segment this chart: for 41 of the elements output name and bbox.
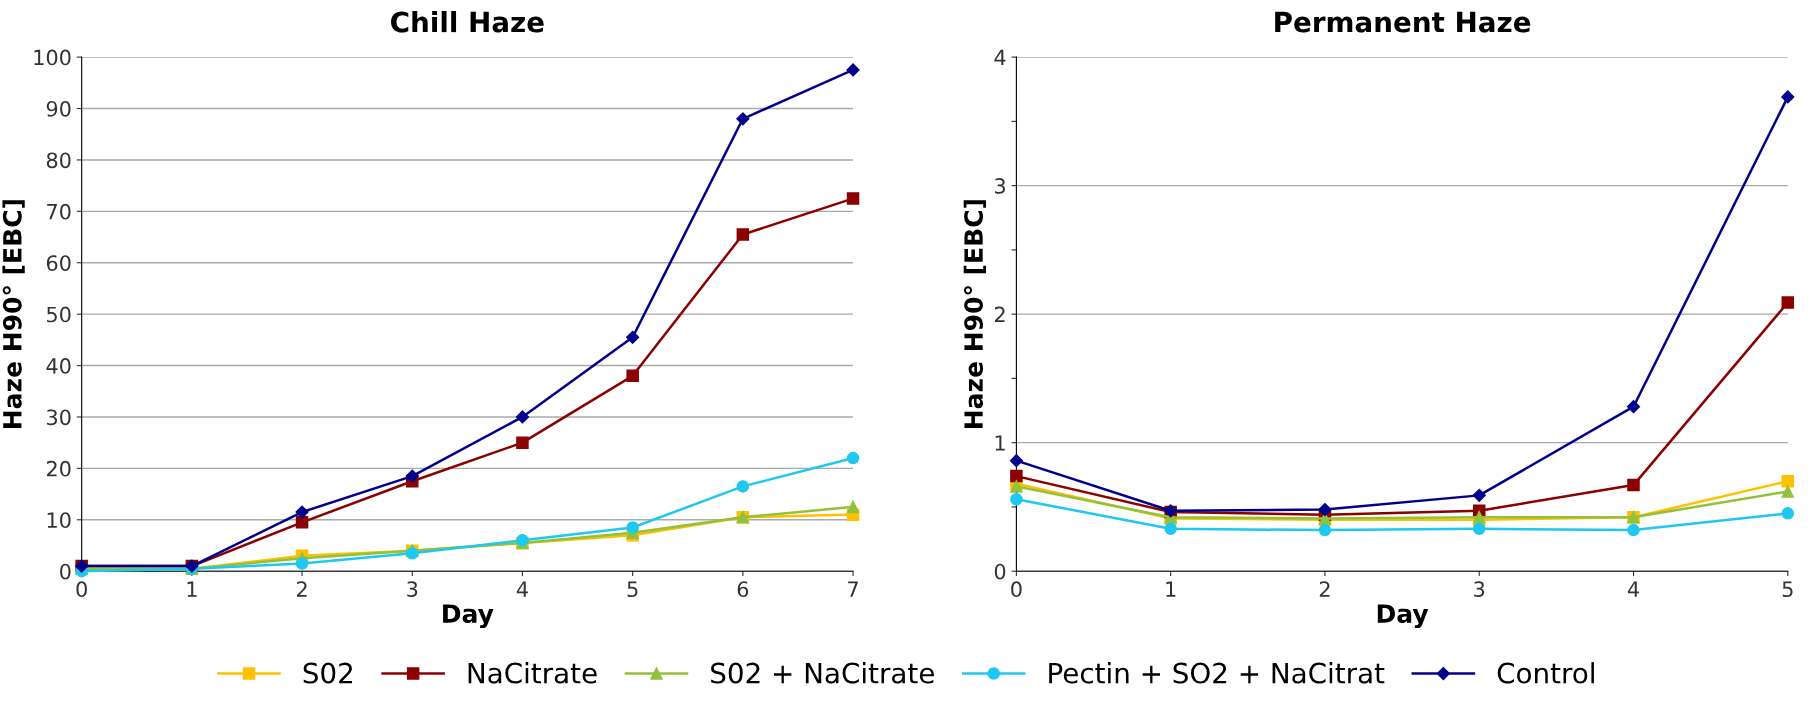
x-axis-title: Day (1377, 604, 1429, 629)
y-tick-label: 3 (995, 178, 1006, 194)
x-tick-label: 3 (407, 581, 418, 598)
y-tick-label: 10 (47, 512, 71, 528)
x-tick-label: 1 (187, 581, 197, 597)
y-tick-label: 4 (994, 49, 1006, 66)
x-tick-label: 6 (737, 581, 749, 598)
y-tick-label: 50 (47, 306, 71, 323)
y-tick-label: 0 (994, 563, 1006, 580)
legend-label: Pectin + SO2 + NaCitrat (1049, 662, 1385, 684)
x-tick-label: 3 (1474, 581, 1485, 598)
x-tick-label: 0 (1011, 581, 1022, 598)
y-tick-label: 1 (995, 435, 1005, 451)
y-tick-label: 70 (47, 203, 71, 220)
y-tick-label: 2 (994, 306, 1005, 323)
y-axis-title: Haze H90° [EBC] (2, 200, 25, 428)
x-tick-label: 0 (76, 581, 87, 598)
x-tick-label: 4 (516, 581, 528, 597)
x-tick-label: 4 (1627, 581, 1639, 597)
x-tick-label: 7 (848, 581, 858, 597)
legend-label: S02 + NaCitrate (711, 662, 934, 684)
legend-label: S02 (303, 662, 353, 684)
legend-label: NaCitrate (468, 662, 597, 684)
chart-title: Permanent Haze (1275, 11, 1531, 33)
y-tick-label: 60 (46, 255, 71, 271)
x-axis-title: Day (443, 604, 494, 629)
x-tick-label: 2 (296, 581, 307, 597)
y-tick-label: 90 (46, 100, 71, 117)
y-tick-label: 0 (60, 563, 71, 580)
y-tick-label: 30 (47, 409, 71, 426)
y-tick-label: 40 (46, 358, 71, 374)
chart-title: Chill Haze (391, 11, 544, 33)
x-tick-label: 1 (1166, 581, 1176, 597)
y-tick-label: 80 (46, 152, 71, 169)
x-tick-label: 2 (1319, 581, 1330, 597)
y-tick-label: 100 (34, 49, 71, 66)
legend-label: Control (1497, 662, 1594, 684)
y-tick-label: 20 (46, 460, 71, 477)
x-tick-label: 5 (627, 581, 638, 598)
y-axis-title: Haze H90° [EBC] (963, 200, 986, 428)
x-tick-label: 5 (1782, 581, 1793, 598)
